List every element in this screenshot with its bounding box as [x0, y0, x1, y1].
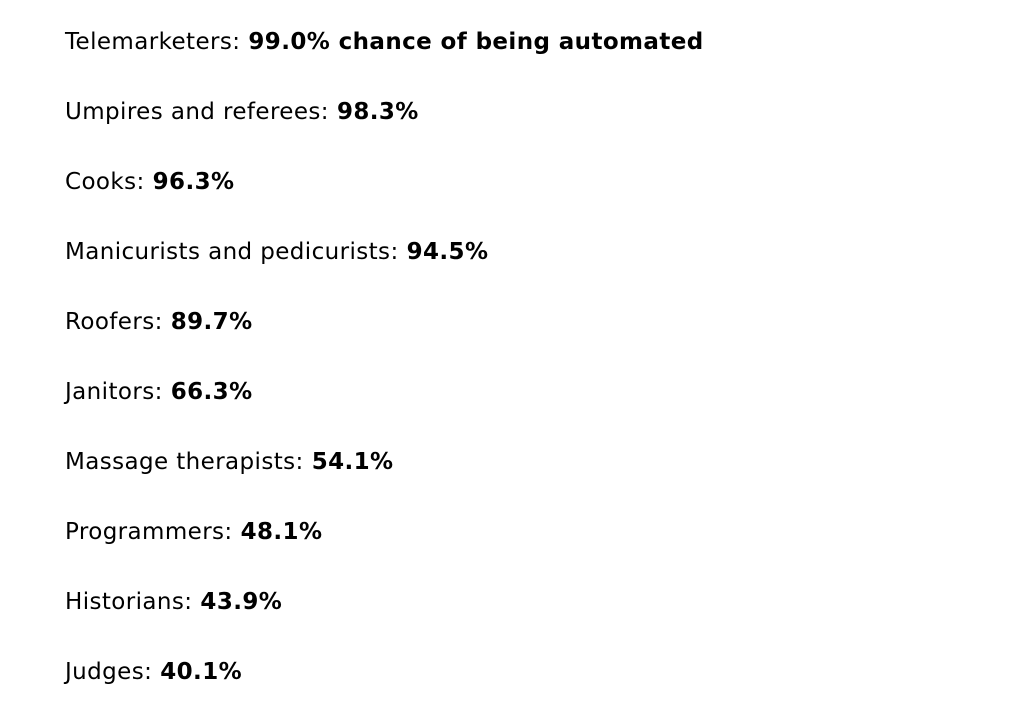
list-item: Umpires and referees: 98.3% — [65, 77, 1012, 147]
automation-percentage: 54.1% — [311, 449, 394, 475]
list-item: Massage therapists: 54.1% — [65, 427, 1012, 497]
automation-percentage: 48.1% — [240, 519, 323, 545]
occupation-label: Roofers: — [65, 309, 163, 335]
occupation-label: Judges: — [65, 659, 153, 685]
automation-percentage: 43.9% — [200, 589, 283, 615]
automation-percentage: 40.1% — [160, 659, 243, 685]
automation-percentage: 89.7% — [170, 309, 253, 335]
occupation-label: Telemarketers: — [65, 29, 241, 55]
occupation-label: Umpires and referees: — [65, 99, 329, 125]
list-item: Janitors: 66.3% — [65, 357, 1012, 427]
occupation-label: Programmers: — [65, 519, 233, 545]
automation-percentage: 99.0% chance of being automated — [248, 29, 704, 55]
automation-percentage: 98.3% — [336, 99, 419, 125]
list-item: Manicurists and pedicurists: 94.5% — [65, 217, 1012, 287]
list-item: Judges: 40.1% — [65, 637, 1012, 707]
occupation-label: Historians: — [65, 589, 193, 615]
occupation-label: Cooks: — [65, 169, 145, 195]
list-item: Historians: 43.9% — [65, 567, 1012, 637]
list-item: Programmers: 48.1% — [65, 497, 1012, 567]
list-item: Cooks: 96.3% — [65, 147, 1012, 217]
automation-percentage: 96.3% — [152, 169, 235, 195]
occupation-label: Massage therapists: — [65, 449, 304, 475]
occupation-label: Manicurists and pedicurists: — [65, 239, 399, 265]
automation-percentage: 94.5% — [406, 239, 489, 265]
list-item: Roofers: 89.7% — [65, 287, 1012, 357]
automation-percentage: 66.3% — [170, 379, 253, 405]
occupation-label: Janitors: — [65, 379, 163, 405]
list-item: Telemarketers: 99.0% chance of being aut… — [65, 7, 1012, 77]
